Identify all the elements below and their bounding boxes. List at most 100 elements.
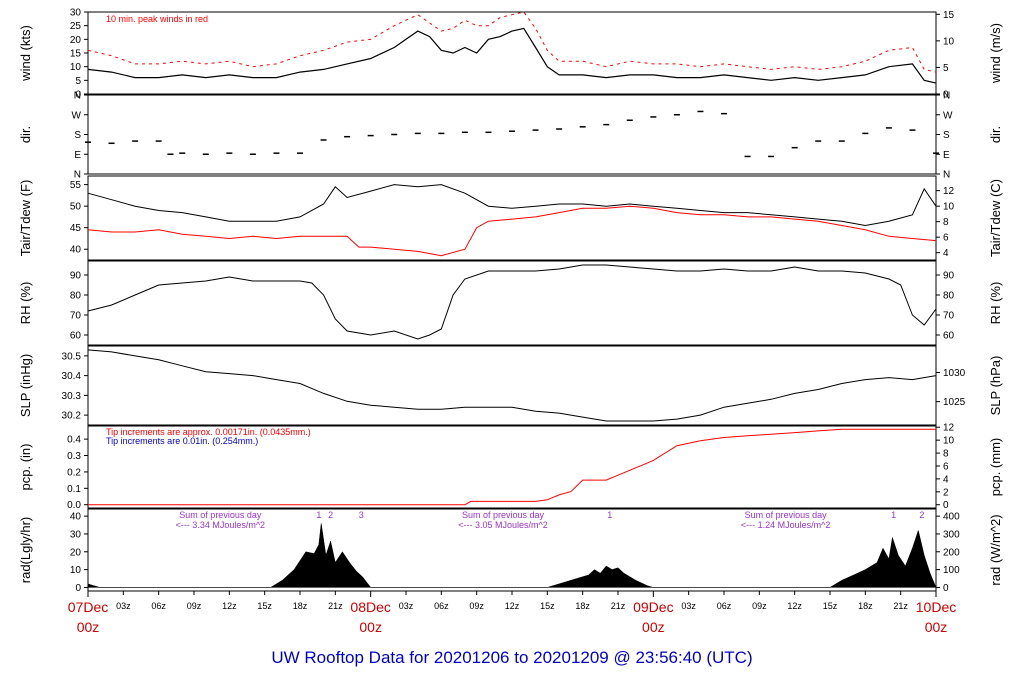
y-tick-label-right: 70 xyxy=(943,311,955,322)
direction-panel xyxy=(87,94,937,175)
x-date-label: 07Dec xyxy=(68,599,108,615)
rad-sum-note: Sum of previous day xyxy=(179,510,262,520)
rad-marker: 1 xyxy=(316,510,321,520)
y-tick-label-right: 8 xyxy=(943,217,949,228)
y-tick-label-right: 4 xyxy=(943,248,949,259)
x-tick-label: 03z xyxy=(116,601,131,611)
y-tick-label: 90 xyxy=(70,271,82,282)
tdew-series xyxy=(87,205,937,257)
y-tick-label-right: 6 xyxy=(943,461,949,472)
y-tick-label: 30 xyxy=(70,529,82,540)
y-tick-label-right: 400 xyxy=(943,512,960,523)
rad-sum-value: <--- 1.24 MJoules/m^2 xyxy=(741,520,831,530)
x-tick-label: 21z xyxy=(328,601,343,611)
y-tick-label: 30.3 xyxy=(62,391,82,402)
dir-ylabel: dir. xyxy=(18,126,33,143)
x-tick-label: 12z xyxy=(505,601,520,611)
y-tick-label: 0.2 xyxy=(67,467,81,478)
y-tick-label-right: 12 xyxy=(943,186,955,197)
rh-panel xyxy=(87,260,937,346)
y-tick-label: 5 xyxy=(75,76,81,87)
rad-ylabel-right: rad (W/m^2) xyxy=(988,514,1003,585)
y-tick-label: 0.0 xyxy=(67,500,81,511)
y-tick-label: 0.1 xyxy=(67,484,81,495)
y-tick-label-right: S xyxy=(943,130,950,141)
y-tick-label: 40 xyxy=(70,512,82,523)
y-tick-label: N xyxy=(74,170,81,181)
y-tick-label-right: 12 xyxy=(943,423,955,434)
slp-ylabel: SLP (inHg) xyxy=(18,354,33,417)
precip-note-red: Tip increments are approx. 0.00171in. (0… xyxy=(106,427,311,437)
y-tick-label: 30.5 xyxy=(62,351,82,362)
temp-ylabel: Tair/Tdew (F) xyxy=(18,180,33,257)
y-tick-label: 0.3 xyxy=(67,451,81,462)
x-date-time-label: 00z xyxy=(925,619,948,635)
y-tick-label-right: 10 xyxy=(943,202,955,213)
x-date-label: 10Dec xyxy=(916,599,956,615)
y-tick-label-right: N xyxy=(943,91,950,102)
y-tick-label: 25 xyxy=(70,21,82,32)
y-tick-label: W xyxy=(72,110,82,121)
y-tick-label-right: 100 xyxy=(943,565,960,576)
rh-series xyxy=(87,264,937,340)
x-tick-label: 12z xyxy=(787,601,802,611)
y-tick-label-right: 60 xyxy=(943,331,955,342)
x-date-label: 08Dec xyxy=(350,599,390,615)
x-tick-label: 09z xyxy=(187,601,202,611)
slp-series xyxy=(87,349,937,422)
y-tick-label-right: 10 xyxy=(943,36,955,47)
y-tick-label-right: 1025 xyxy=(943,397,966,408)
y-tick-label: 30 xyxy=(70,8,82,19)
x-tick-label: 15z xyxy=(823,601,838,611)
y-tick-label: 0.4 xyxy=(67,435,81,446)
y-tick-label-right: E xyxy=(943,150,950,161)
x-date-label: 09Dec xyxy=(633,599,673,615)
y-tick-label-right: 15 xyxy=(943,10,955,21)
rad-area xyxy=(87,523,937,588)
wind-peak-series xyxy=(87,11,937,73)
y-tick-label: 80 xyxy=(70,291,82,302)
precip-ylabel: pcp. (in) xyxy=(18,444,33,491)
x-date-time-label: 00z xyxy=(642,619,665,635)
y-tick-label-right: 6 xyxy=(943,233,949,244)
y-tick-label-right: 5 xyxy=(943,63,949,74)
rad-marker: 1 xyxy=(607,510,612,520)
slp-panel xyxy=(87,345,937,426)
x-tick-label: 06z xyxy=(717,601,732,611)
y-tick-label: 55 xyxy=(70,180,82,191)
y-tick-label: 20 xyxy=(70,547,82,558)
y-tick-label: 15 xyxy=(70,49,82,60)
y-tick-label: 20 xyxy=(70,35,82,46)
tair-series xyxy=(87,184,937,227)
y-tick-label-right: 1030 xyxy=(943,368,966,379)
y-tick-label: 30.2 xyxy=(62,411,82,422)
y-tick-label-right: W xyxy=(943,110,953,121)
x-tick-label: 18z xyxy=(293,601,308,611)
y-tick-label: 0 xyxy=(75,583,81,594)
y-tick-label-right: 0 xyxy=(943,500,949,511)
x-date-time-label: 00z xyxy=(77,619,100,635)
y-tick-label: 70 xyxy=(70,311,82,322)
y-tick-label-right: 90 xyxy=(943,271,955,282)
x-tick-label: 12z xyxy=(222,601,237,611)
wind-ylabel-right: wind (m/s) xyxy=(988,23,1003,84)
x-tick-label: 09z xyxy=(469,601,484,611)
wind-ylabel: wind (kts) xyxy=(18,25,33,82)
x-tick-label: 03z xyxy=(681,601,696,611)
precip-note-blue: Tip increments are 0.01in. (0.254mm.) xyxy=(106,436,258,446)
y-tick-label-right: 8 xyxy=(943,449,949,460)
y-tick-label: 45 xyxy=(70,223,82,234)
y-tick-label: N xyxy=(74,91,81,102)
y-tick-label-right: 300 xyxy=(943,529,960,540)
x-tick-label: 03z xyxy=(399,601,414,611)
rad-ylabel: rad(Lgly/hr) xyxy=(18,517,33,583)
y-tick-label-right: 4 xyxy=(943,474,949,485)
y-tick-label: 0 xyxy=(75,90,81,101)
x-date-time-label: 00z xyxy=(359,619,382,635)
x-tick-label: 15z xyxy=(540,601,555,611)
wind-speed-series xyxy=(87,27,937,84)
y-tick-label: 50 xyxy=(70,202,82,213)
temperature-panel xyxy=(87,175,937,261)
x-tick-label: 21z xyxy=(893,601,908,611)
